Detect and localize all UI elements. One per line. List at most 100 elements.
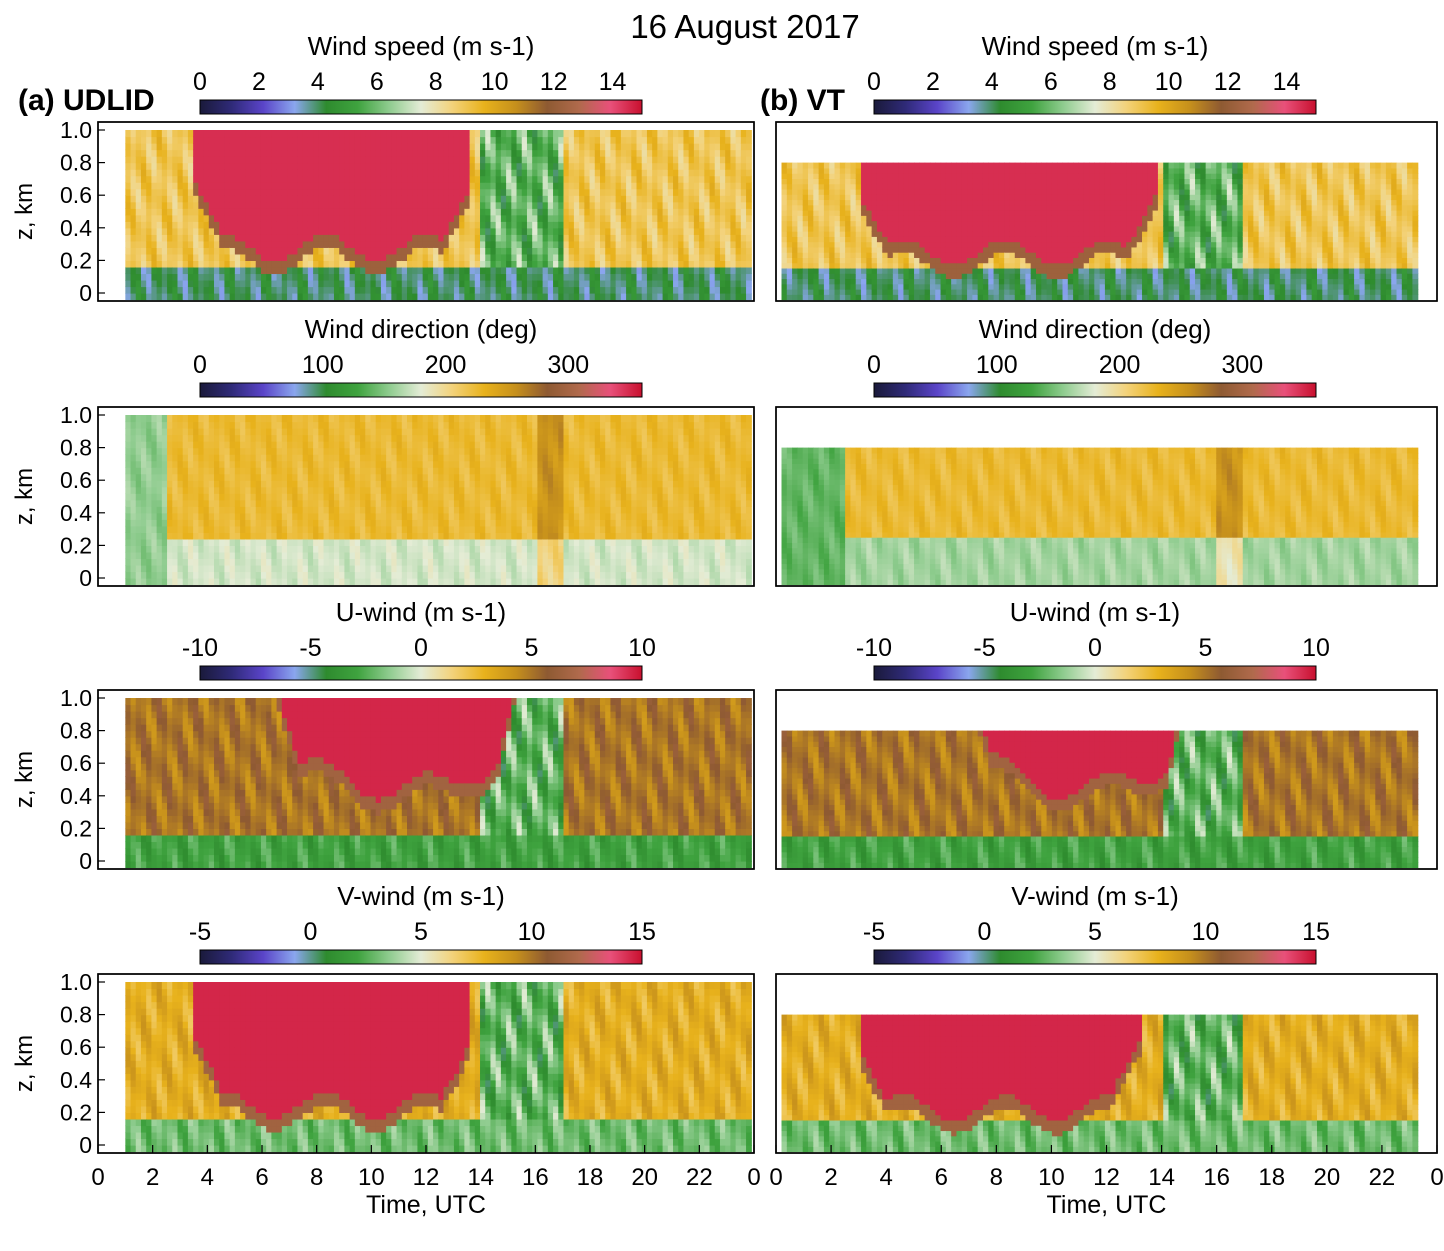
heatmap-cell [735,182,742,190]
heatmap-cell [584,156,591,164]
heatmap-cell [219,279,226,288]
heatmap-cell [349,279,356,288]
heatmap-cell [719,234,726,242]
heatmap-cell [516,162,523,170]
heatmap-cell [328,156,335,164]
heatmap-cell [977,252,984,258]
heatmap-cell [929,178,936,185]
heatmap-cell [1120,167,1127,174]
heatmap-cell [951,204,958,211]
heatmap-cell [417,227,424,235]
heatmap-cell [924,246,931,253]
heatmap-cell [480,214,486,222]
heatmap-cell [834,204,841,211]
heatmap-cell [474,273,481,281]
heatmap-cell [882,178,889,185]
heatmap-cell [500,130,507,138]
heatmap-cell [678,169,685,177]
heatmap-cell [271,136,278,144]
heatmap-cell [187,136,194,144]
heatmap-cell [746,253,752,261]
heatmap-cell [967,199,973,206]
heatmap-cell [480,162,486,170]
heatmap-cell [187,208,194,216]
heatmap-cell [908,209,915,216]
heatmap-cell [594,234,601,242]
heatmap-cell [746,201,752,209]
heatmap-cell [882,231,889,237]
heatmap-cell [287,247,293,255]
heatmap-cell [140,260,147,268]
heatmap-cell [599,156,606,164]
heatmap-cell [443,253,450,261]
heatmap-cell [417,286,424,294]
heatmap-cell [839,236,846,243]
heatmap-cell [167,286,173,294]
heatmap-cell [516,149,523,157]
heatmap-cell [961,273,968,280]
heatmap-cell [485,253,492,261]
heatmap-cell [506,169,512,177]
heatmap-cell [1051,278,1058,285]
heatmap-cell [333,260,340,268]
heatmap-cell [156,175,163,183]
heatmap-cell [620,253,627,261]
heatmap-cell [579,273,585,281]
heatmap-cell [1094,220,1101,227]
heatmap-cell [333,273,340,281]
heatmap-cell [240,156,246,164]
heatmap-cell [521,273,528,281]
heatmap-cell [1131,188,1138,195]
heatmap-cell [998,283,1005,290]
heatmap-cell [730,188,737,196]
heatmap-cell [224,214,231,222]
heatmap-cell [797,204,804,211]
heatmap-cell [1057,278,1064,285]
heatmap-cell [845,178,852,185]
heatmap-cell [1067,199,1074,206]
heatmap-cell [740,293,747,301]
heatmap-cell [919,257,926,264]
heatmap-cell [1078,199,1085,206]
heatmap-cell [924,231,931,237]
heatmap-cell [1099,288,1106,295]
heatmap-cell [998,167,1005,174]
heatmap-cell [631,260,638,268]
heatmap-cell [740,227,747,235]
heatmap-cell [797,199,804,206]
heatmap-cell [140,175,147,183]
heatmap-cell [1046,204,1053,211]
heatmap-cell [407,175,413,183]
heatmap-cell [349,182,356,190]
heatmap-cell [412,253,419,261]
heatmap-cell [292,143,299,151]
heatmap-cell [818,188,825,195]
heatmap-cell [474,188,481,196]
heatmap-cell [823,294,830,301]
heatmap-cell [945,194,952,201]
heatmap-cell [594,201,601,209]
heatmap-cell [1131,199,1138,206]
heatmap-cell [829,246,836,253]
heatmap-cell [360,293,366,301]
heatmap-cell [688,201,695,209]
heatmap-cell [1083,183,1090,190]
heatmap-cell [951,194,958,201]
heatmap-cell [1104,267,1111,274]
heatmap-cell [845,252,852,258]
heatmap-cell [182,253,189,261]
heatmap-cell [919,162,926,169]
heatmap-cell [945,283,952,290]
heatmap-cell [198,253,205,261]
heatmap-cell [375,201,382,209]
heatmap-cell [271,279,278,288]
heatmap-cell [1131,288,1138,295]
heatmap-cell [547,221,554,229]
heatmap-cell [961,220,968,227]
heatmap-cell [214,214,220,222]
heatmap-cell [1057,215,1064,222]
heatmap-cell [945,188,952,195]
heatmap-cell [506,143,512,151]
heatmap-cell [156,136,163,144]
heatmap-cell [802,183,809,190]
